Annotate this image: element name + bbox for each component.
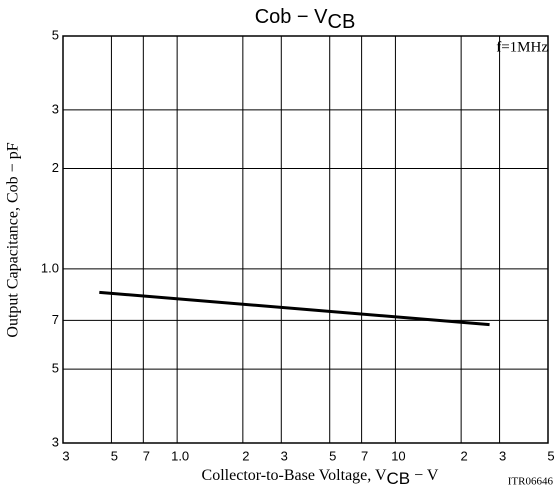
x-tick-label: 7	[143, 448, 150, 463]
x-tick-label: 5	[547, 448, 554, 463]
annotation: f=1MHz	[496, 39, 548, 55]
y-tick-label: 1.0	[41, 260, 59, 275]
x-tick-label: 5	[329, 448, 336, 463]
plot-frame	[62, 35, 549, 444]
y-tick-label: 3	[52, 101, 59, 116]
x-axis-label: Collector-to-Base Voltage, VCB − V	[202, 467, 439, 489]
y-tick-label: 5	[52, 361, 59, 376]
x-tick-label: 1.0	[171, 448, 189, 463]
data-line	[99, 290, 490, 327]
y-tick-label: 2	[52, 160, 59, 175]
x-tick-label: 7	[361, 448, 368, 463]
x-tick-label: 3	[62, 448, 69, 463]
x-tick-label: 2	[461, 448, 468, 463]
x-tick-label: 3	[281, 448, 288, 463]
x-label-suffix: − V	[410, 467, 439, 484]
y-tick-label: 5	[52, 27, 59, 42]
y-tick-label: 3	[52, 434, 59, 449]
title-subscript: CB	[328, 11, 356, 33]
title-text: Cob − V	[255, 6, 328, 28]
x-label-subscript: CB	[387, 469, 411, 488]
chart-title: Cob − VCB	[255, 6, 356, 33]
y-tick-label: 7	[52, 312, 59, 327]
figure-code: ITR06646	[508, 476, 554, 488]
x-label-text: Collector-to-Base Voltage, V	[202, 467, 387, 484]
x-tick-label: 5	[111, 448, 118, 463]
x-tick-label: 3	[499, 448, 506, 463]
x-tick-label: 2	[242, 448, 249, 463]
x-tick-label: 10	[391, 448, 405, 463]
y-axis-label: Output Capacitance, Cob − pF	[5, 142, 22, 337]
